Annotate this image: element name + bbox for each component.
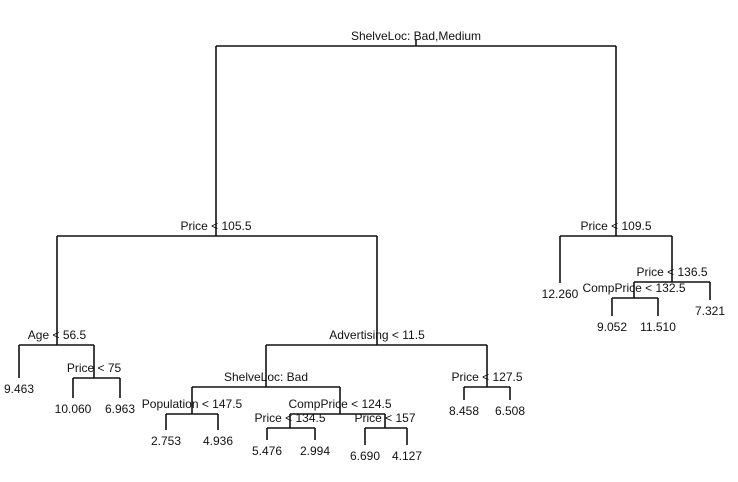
leaf-label: 6.508 — [495, 404, 525, 418]
split-label: ShelveLoc: Bad — [224, 370, 308, 384]
split-label: Price < 105.5 — [180, 219, 251, 233]
leaf-label: 9.463 — [4, 382, 34, 396]
split-label: Price < 109.5 — [580, 219, 651, 233]
split-label: Price < 134.5 — [254, 411, 325, 425]
leaf-label: 6.690 — [350, 449, 380, 463]
leaf-label: 12.260 — [542, 287, 579, 301]
split-label: Population < 147.5 — [142, 397, 243, 411]
leaf-label: 2.753 — [151, 434, 181, 448]
leaf-label: 11.510 — [640, 320, 676, 334]
leaf-label: 5.476 — [252, 444, 282, 458]
split-label: Price < 157 — [354, 411, 415, 425]
leaf-label: 7.321 — [695, 304, 725, 318]
leaf-label: 2.994 — [300, 444, 330, 458]
split-label: Age < 56.5 — [28, 328, 87, 342]
split-label: Price < 75 — [67, 361, 122, 375]
leaf-label: 4.936 — [203, 434, 233, 448]
split-label: ShelveLoc: Bad,Medium — [351, 29, 481, 43]
split-label: Price < 127.5 — [451, 370, 522, 384]
split-label: Price < 136.5 — [636, 265, 707, 279]
leaf-label: 9.052 — [597, 320, 627, 334]
leaf-label: 6.963 — [105, 402, 135, 416]
leaf-label: 4.127 — [392, 449, 422, 463]
split-label: Advertising < 11.5 — [329, 328, 425, 342]
split-label: CompPrice < 132.5 — [582, 281, 685, 295]
leaf-label: 10.060 — [55, 402, 92, 416]
split-label: CompPrice < 124.5 — [288, 397, 391, 411]
leaf-label: 8.458 — [449, 404, 479, 418]
